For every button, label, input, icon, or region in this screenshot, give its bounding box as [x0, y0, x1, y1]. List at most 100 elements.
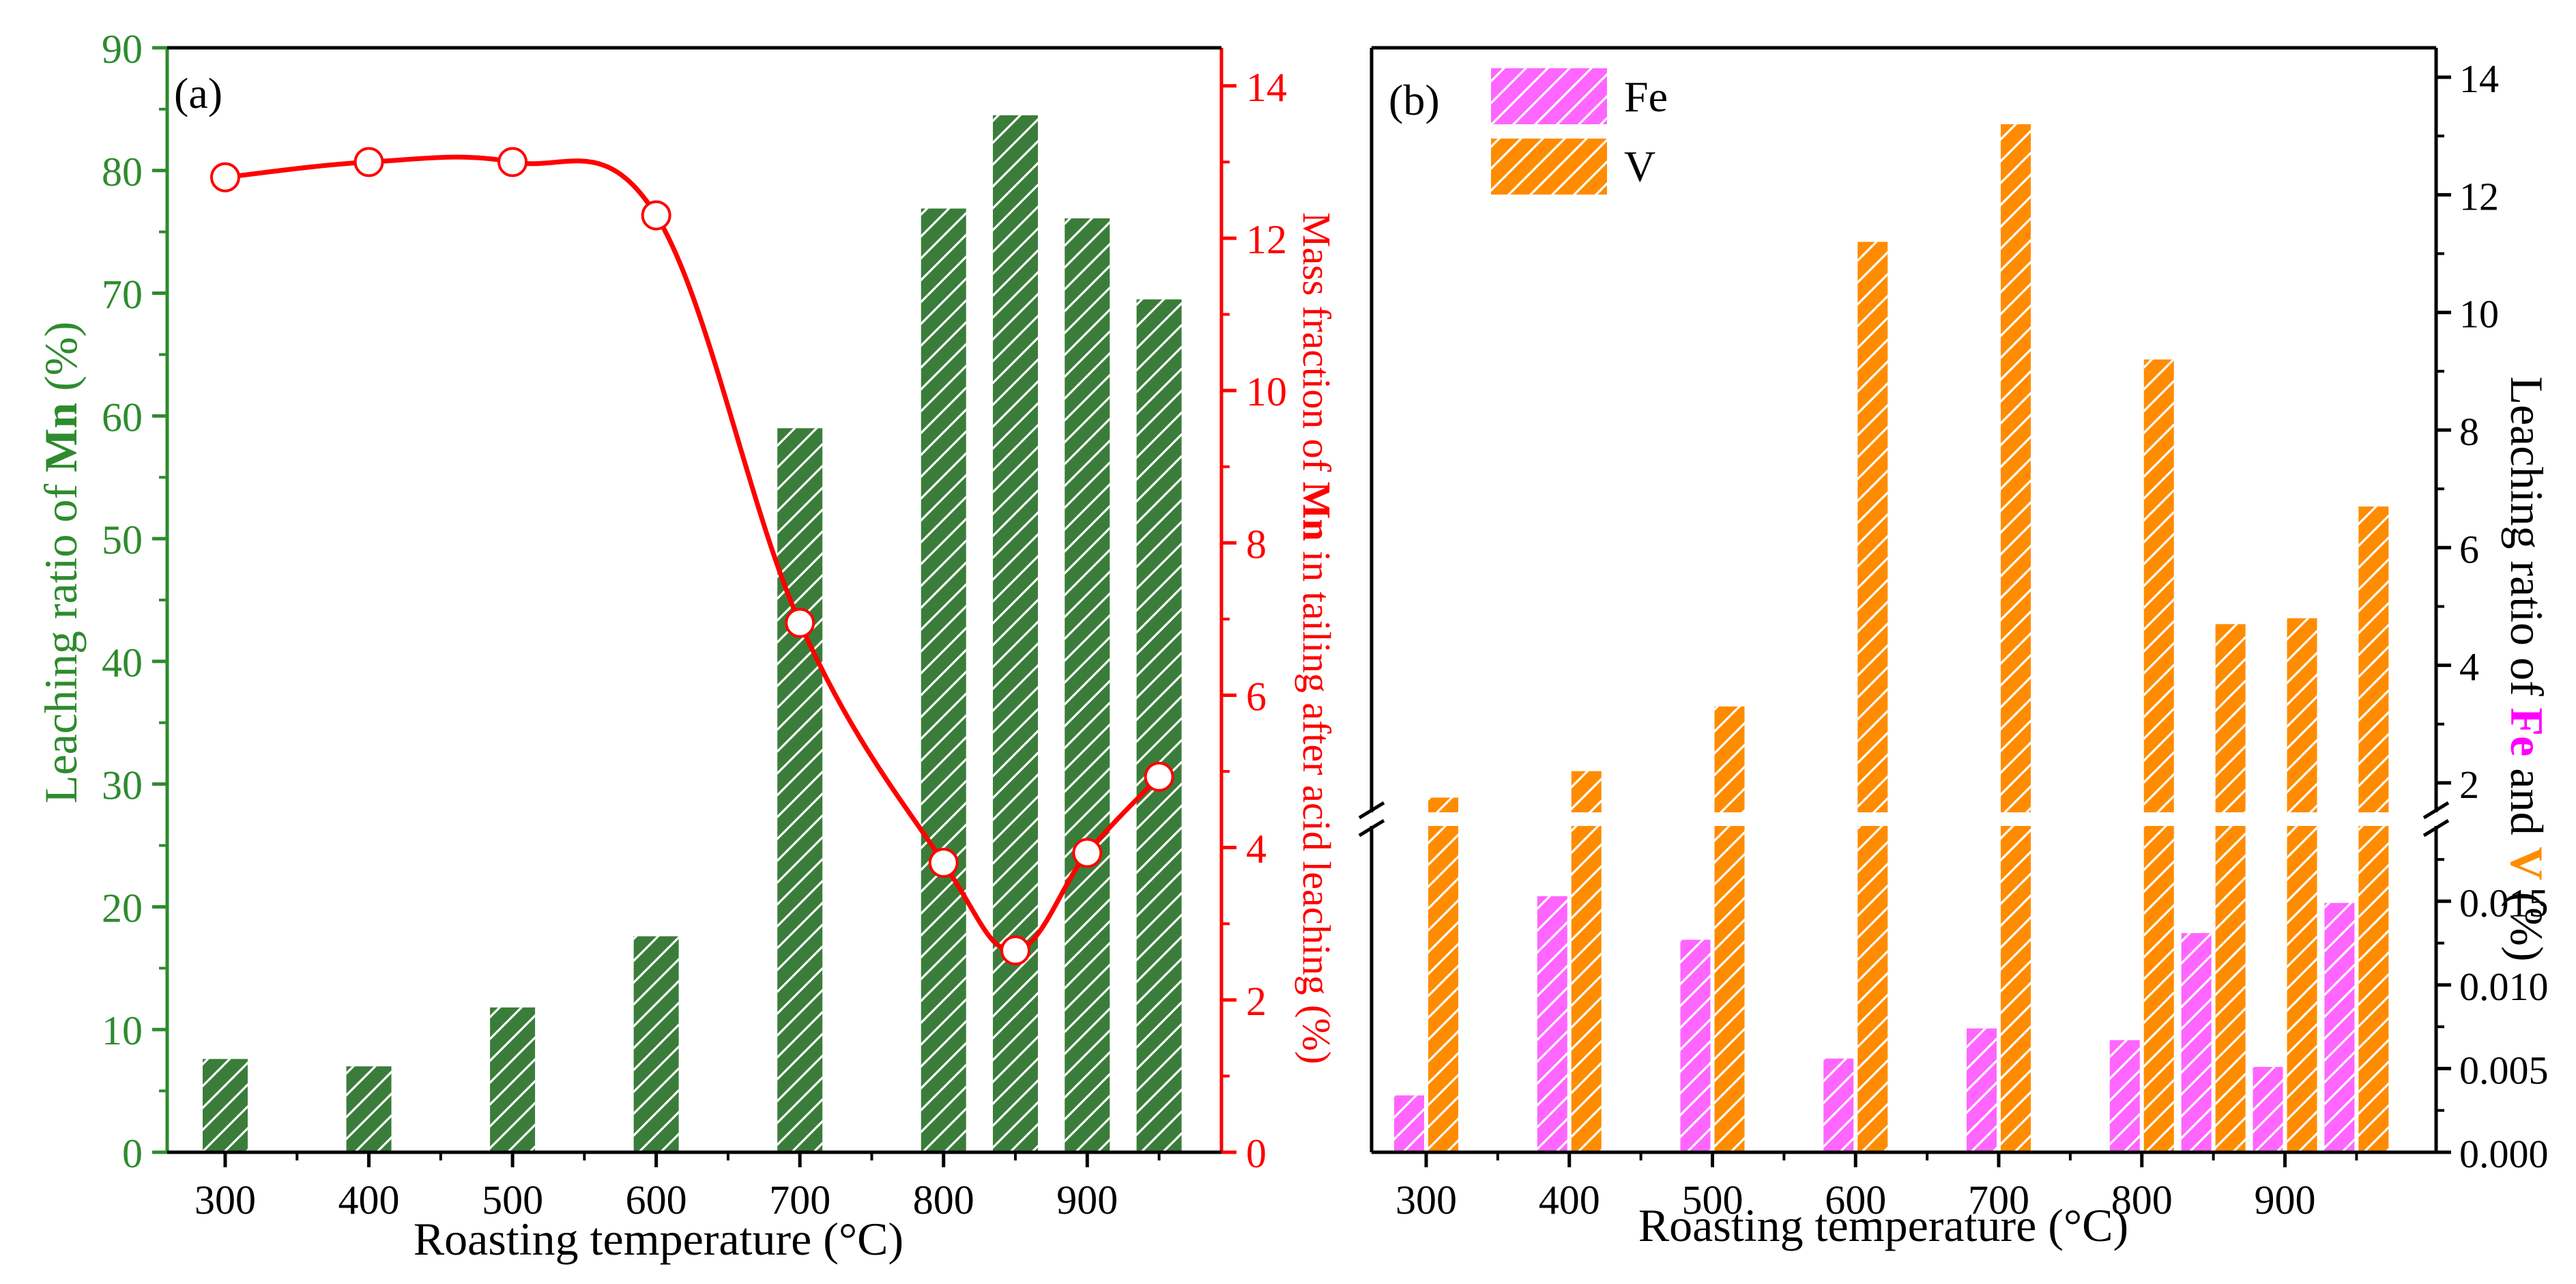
legend-v-hatch	[1491, 139, 1607, 195]
panel-a-x-tick-label: 300	[194, 1178, 256, 1223]
left-y-tick-label: 70	[102, 272, 143, 317]
panel-b-upper-y-tick-label: 14	[2459, 57, 2499, 101]
mn-mass-fraction-point	[641, 200, 671, 231]
left-y-tick-label: 60	[102, 395, 143, 440]
v-bar-lower-hatch	[1428, 826, 1458, 1152]
panel-a-x-tick-label: 700	[769, 1178, 830, 1223]
right-y-axis-title: Mass fraction of Mn in tailing after aci…	[1294, 212, 1339, 1064]
panel-b-y-axis-title-fe: Fe	[2501, 708, 2553, 757]
mn-bar-hatch	[490, 1007, 536, 1152]
mn-mass-fraction-point	[353, 147, 384, 177]
panel-b-lower-y-tick-label: 0.005	[2459, 1048, 2549, 1092]
left-y-axis-title-suffix: (%)	[35, 322, 87, 403]
v-bar-upper-hatch	[1428, 797, 1458, 812]
v-bar-lower-hatch	[2287, 826, 2317, 1152]
left-y-tick-label: 10	[102, 1008, 143, 1053]
fe-bar-hatch	[1680, 939, 1711, 1152]
panel-b-x-axis-title: Roasting temperature (°C)	[1638, 1199, 2128, 1251]
legend-fe-hatch	[1491, 68, 1607, 124]
panel-a-x-tick-label: 400	[338, 1178, 400, 1223]
legend-fe-label: Fe	[1624, 72, 1668, 121]
panel-b-upper-y-tick-label: 2	[2459, 762, 2479, 807]
mn-bar-hatch	[777, 428, 823, 1153]
left-y-tick-label: 20	[102, 885, 143, 930]
v-bar-upper-hatch	[2358, 507, 2389, 812]
v-bar-upper-hatch	[2215, 624, 2246, 812]
panel-b-y-axis-title-prefix: Leaching ratio of	[2501, 376, 2553, 707]
panel-b-x-tick-label: 900	[2255, 1178, 2316, 1223]
panel-b-x-tick-label: 700	[1968, 1178, 2029, 1223]
v-bar-upper-hatch	[1857, 242, 1888, 812]
panel-b-x-tick-label: 600	[1825, 1178, 1886, 1223]
panel-b-x-tick-label: 500	[1682, 1178, 1743, 1223]
mn-mass-fraction-point	[210, 162, 240, 192]
mn-bar-hatch	[1136, 299, 1182, 1152]
right-y-axis-title-prefix: Mass fraction of	[1294, 212, 1339, 482]
panel-b-upper-y-tick-label: 6	[2459, 527, 2479, 571]
panel-a-x-tick-label: 900	[1056, 1178, 1118, 1223]
panel-b-upper-y-tick-label: 8	[2459, 410, 2479, 454]
panel-a-x-tick-label: 500	[482, 1178, 543, 1223]
fe-bar-hatch	[1823, 1058, 1854, 1152]
panel-b-y-axis-title-suffix: (%)	[2501, 881, 2553, 962]
panel-b-y-axis-title-and: and	[2501, 756, 2553, 846]
panel-b-upper-y-tick-label: 12	[2459, 174, 2499, 218]
left-y-tick-label: 30	[102, 763, 143, 808]
axis-break-mark	[1358, 801, 1385, 820]
axis-break-mark	[2422, 818, 2450, 838]
panel-b-x-tick-label: 800	[2111, 1178, 2173, 1223]
fe-bar-hatch	[1967, 1028, 1997, 1152]
panel-a-label: (a)	[174, 69, 222, 117]
mn-mass-fraction-points	[210, 147, 1174, 966]
mn-bar-hatch	[203, 1059, 248, 1152]
v-bar-upper-hatch	[2287, 618, 2317, 812]
mn-mass-fraction-curve	[225, 154, 1161, 953]
left-y-axis-title: Leaching ratio of Mn (%)	[35, 322, 87, 803]
panel-b-lower-y-tick-label: 0.015	[2459, 881, 2549, 925]
right-y-tick-label: 2	[1246, 979, 1267, 1024]
legend-v-label: V	[1624, 142, 1655, 190]
right-y-axis-title-suffix: in tailing after acid leaching (%)	[1294, 541, 1339, 1065]
panel-b-axes: 2 4 6 8 10 12 14 0.000 0.005 0.010 0.015 300 400 500 6…	[1358, 46, 2549, 1223]
right-y-tick-label: 6	[1246, 674, 1267, 719]
left-y-axis-title-prefix: Leaching ratio of	[35, 472, 87, 803]
v-bar-lower-hatch	[2143, 826, 2174, 1152]
axis-break-mark	[2422, 801, 2450, 820]
panel-a-x-tick-label: 600	[626, 1178, 687, 1223]
panel-a-x-tick-label: 800	[913, 1178, 974, 1223]
panel-b-label: (b)	[1389, 76, 1440, 124]
panel-b-lower-y-tick-label: 0.000	[2459, 1132, 2549, 1176]
left-y-tick-label: 0	[122, 1131, 143, 1176]
right-y-tick-label: 8	[1246, 522, 1267, 567]
right-y-tick-label: 14	[1246, 65, 1287, 110]
panel-b-lower-y-tick-label: 0.010	[2459, 965, 2549, 1009]
panel-b-y-axis-title-v: V	[2501, 847, 2553, 881]
v-bar-lower-hatch	[1714, 826, 1745, 1152]
panel-a-x-axis-title: Roasting temperature (°C)	[414, 1213, 903, 1265]
right-y-tick-label: 4	[1246, 827, 1267, 872]
left-y-tick-label: 40	[102, 640, 143, 685]
panel-b-x-tick-label: 400	[1539, 1178, 1600, 1223]
axis-break-mark	[1358, 818, 1385, 838]
mn-bar-hatch	[1065, 218, 1110, 1152]
right-y-tick-label: 0	[1246, 1131, 1267, 1176]
panel-b: 2 4 6 8 10 12 14 0.000 0.005 0.010 0.015 300 400 500 6…	[1358, 46, 2553, 1251]
mn-bar-hatch	[346, 1066, 392, 1152]
mn-mass-fraction-point	[1144, 761, 1174, 792]
panel-b-y-axis-title: Leaching ratio of Fe and V (%)	[2501, 376, 2553, 961]
mn-mass-fraction-point	[1072, 838, 1103, 868]
panel-b-upper-y-tick-label: 4	[2459, 645, 2479, 689]
v-bar-upper-hatch	[2143, 359, 2174, 812]
mn-bar-hatch	[633, 936, 679, 1152]
right-y-axis-title-mn: Mn	[1294, 482, 1339, 541]
mn-bar-hatch	[993, 115, 1039, 1152]
fe-bar-hatch	[1537, 896, 1567, 1152]
mn-mass-fraction-point	[785, 608, 815, 638]
v-bar-lower-hatch	[2215, 826, 2246, 1152]
v-bar-lower-hatch	[2358, 826, 2389, 1152]
right-y-tick-label: 10	[1246, 369, 1287, 414]
fe-v-leaching-bars	[1394, 124, 2389, 1152]
